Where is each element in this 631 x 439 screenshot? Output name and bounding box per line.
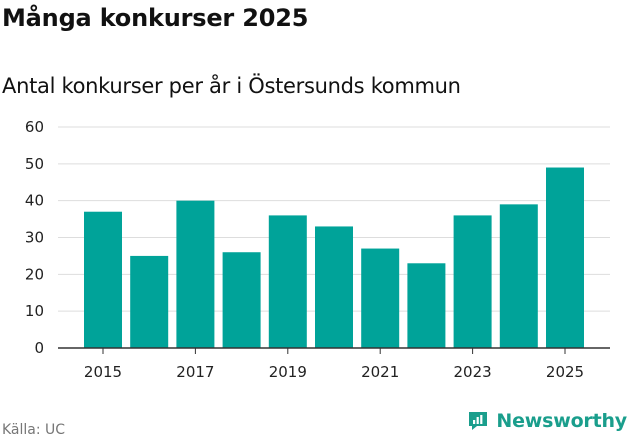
x-tick-label-2025: 2025 — [546, 363, 584, 381]
bar-2019 — [268, 215, 307, 348]
bar-2022 — [407, 263, 446, 348]
x-tick-label-2019: 2019 — [269, 363, 307, 381]
y-tick-label-40: 40 — [25, 192, 44, 210]
bar-2025 — [546, 167, 584, 348]
chart-subtitle: Antal konkurser per år i Östersunds komm… — [2, 74, 461, 98]
brand-logo: Newsworthy — [466, 409, 627, 433]
y-tick-label-60: 60 — [25, 118, 44, 136]
y-tick-label-50: 50 — [25, 155, 44, 173]
x-tick-label-2015: 2015 — [84, 363, 122, 381]
bar-2020 — [315, 226, 353, 348]
y-tick-label-30: 30 — [25, 229, 44, 247]
source-note: Källa: UC — [2, 422, 66, 438]
bar-2018 — [222, 252, 261, 348]
bar-2015 — [84, 211, 122, 348]
x-tick-label-2017: 2017 — [176, 363, 214, 381]
chart-title: Många konkurser 2025 — [2, 4, 309, 32]
bar-2024 — [499, 204, 538, 348]
x-tick-label-2021: 2021 — [361, 363, 399, 381]
x-tick-label-2023: 2023 — [454, 363, 492, 381]
y-tick-label-0: 0 — [34, 339, 44, 357]
brand-name: Newsworthy — [496, 410, 627, 432]
bar-2017 — [176, 200, 215, 348]
bar-2016 — [130, 255, 169, 348]
bars — [84, 167, 584, 348]
bar-2023 — [453, 215, 492, 348]
y-tick-label-20: 20 — [25, 265, 44, 283]
newsworthy-logo-icon — [469, 412, 488, 430]
y-axis-labels: 0 10 20 30 40 50 60 — [25, 118, 44, 357]
x-axis: 2015 2017 2019 2021 2023 2025 — [58, 347, 610, 381]
y-tick-label-10: 10 — [25, 302, 44, 320]
bar-2021 — [361, 248, 400, 348]
